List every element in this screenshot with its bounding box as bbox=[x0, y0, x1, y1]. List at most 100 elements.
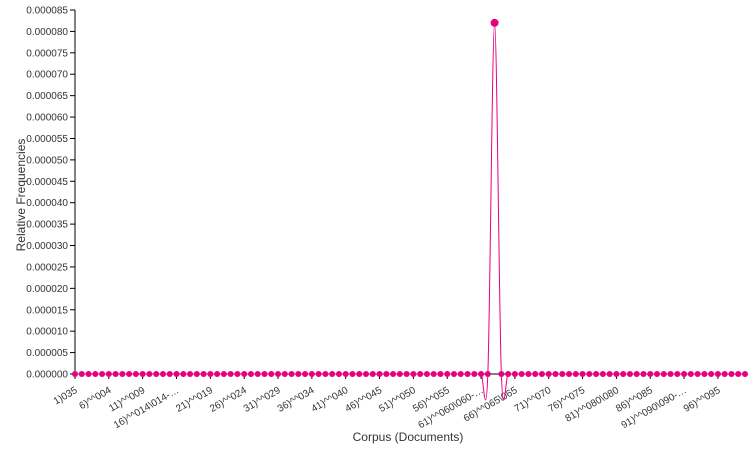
data-point[interactable] bbox=[349, 371, 356, 377]
data-point[interactable] bbox=[187, 371, 194, 377]
peak-data-point[interactable] bbox=[490, 18, 499, 27]
data-point[interactable] bbox=[464, 371, 471, 377]
data-point[interactable] bbox=[660, 371, 667, 377]
data-point[interactable] bbox=[708, 371, 715, 377]
data-point[interactable] bbox=[342, 371, 349, 377]
data-point[interactable] bbox=[166, 371, 173, 377]
data-point[interactable] bbox=[498, 371, 505, 377]
data-point[interactable] bbox=[505, 371, 512, 377]
data-point[interactable] bbox=[180, 371, 187, 377]
data-point[interactable] bbox=[214, 371, 221, 377]
data-point[interactable] bbox=[620, 371, 627, 377]
data-point[interactable] bbox=[579, 371, 586, 377]
data-point[interactable] bbox=[126, 371, 133, 377]
data-point[interactable] bbox=[261, 371, 268, 377]
data-point[interactable] bbox=[356, 371, 363, 377]
data-point[interactable] bbox=[281, 371, 288, 377]
data-point[interactable] bbox=[99, 371, 106, 377]
data-point[interactable] bbox=[572, 371, 579, 377]
data-point[interactable] bbox=[714, 371, 721, 377]
data-point[interactable] bbox=[288, 371, 295, 377]
data-point[interactable] bbox=[667, 371, 674, 377]
data-point[interactable] bbox=[173, 371, 180, 377]
data-point[interactable] bbox=[78, 371, 85, 377]
data-point[interactable] bbox=[640, 371, 647, 377]
data-point[interactable] bbox=[335, 371, 342, 377]
data-point[interactable] bbox=[227, 371, 234, 377]
data-point[interactable] bbox=[85, 371, 92, 377]
data-point[interactable] bbox=[599, 371, 606, 377]
data-point[interactable] bbox=[200, 371, 207, 377]
data-point[interactable] bbox=[302, 371, 309, 377]
data-point[interactable] bbox=[484, 371, 491, 377]
data-point[interactable] bbox=[742, 371, 748, 377]
data-point[interactable] bbox=[606, 371, 613, 377]
data-point[interactable] bbox=[146, 371, 153, 377]
data-point[interactable] bbox=[613, 371, 620, 377]
data-point[interactable] bbox=[207, 371, 214, 377]
data-point[interactable] bbox=[674, 371, 681, 377]
data-point[interactable] bbox=[450, 371, 457, 377]
data-point[interactable] bbox=[586, 371, 593, 377]
data-point[interactable] bbox=[241, 371, 248, 377]
data-point[interactable] bbox=[275, 371, 282, 377]
data-point[interactable] bbox=[511, 371, 518, 377]
data-point[interactable] bbox=[254, 371, 261, 377]
data-point[interactable] bbox=[396, 371, 403, 377]
data-point[interactable] bbox=[268, 371, 275, 377]
data-point[interactable] bbox=[721, 371, 728, 377]
data-point[interactable] bbox=[444, 371, 451, 377]
data-point[interactable] bbox=[193, 371, 200, 377]
data-point[interactable] bbox=[532, 371, 539, 377]
data-point[interactable] bbox=[593, 371, 600, 377]
data-point[interactable] bbox=[647, 371, 654, 377]
data-point[interactable] bbox=[701, 371, 708, 377]
data-point[interactable] bbox=[376, 371, 383, 377]
data-point[interactable] bbox=[552, 371, 559, 377]
data-point[interactable] bbox=[430, 371, 437, 377]
data-point[interactable] bbox=[112, 371, 119, 377]
data-point[interactable] bbox=[687, 371, 694, 377]
data-point[interactable] bbox=[525, 371, 532, 377]
data-point[interactable] bbox=[72, 371, 78, 377]
data-point[interactable] bbox=[159, 371, 166, 377]
data-point[interactable] bbox=[654, 371, 661, 377]
data-point[interactable] bbox=[423, 371, 430, 377]
data-point[interactable] bbox=[315, 371, 322, 377]
data-point[interactable] bbox=[295, 371, 302, 377]
data-point[interactable] bbox=[417, 371, 424, 377]
data-point[interactable] bbox=[132, 371, 139, 377]
data-point[interactable] bbox=[322, 371, 329, 377]
data-point[interactable] bbox=[735, 371, 742, 377]
data-point[interactable] bbox=[566, 371, 573, 377]
data-point[interactable] bbox=[119, 371, 126, 377]
data-point[interactable] bbox=[308, 371, 315, 377]
data-point[interactable] bbox=[518, 371, 525, 377]
data-point[interactable] bbox=[92, 371, 99, 377]
data-point[interactable] bbox=[457, 371, 464, 377]
data-point[interactable] bbox=[410, 371, 417, 377]
data-point[interactable] bbox=[471, 371, 478, 377]
data-point[interactable] bbox=[626, 371, 633, 377]
data-point[interactable] bbox=[105, 371, 112, 377]
data-point[interactable] bbox=[437, 371, 444, 377]
data-point[interactable] bbox=[220, 371, 227, 377]
data-point[interactable] bbox=[728, 371, 735, 377]
data-point[interactable] bbox=[681, 371, 688, 377]
data-point[interactable] bbox=[234, 371, 241, 377]
data-point[interactable] bbox=[390, 371, 397, 377]
data-point[interactable] bbox=[369, 371, 376, 377]
data-point[interactable] bbox=[478, 371, 485, 377]
data-point[interactable] bbox=[363, 371, 370, 377]
data-point[interactable] bbox=[694, 371, 701, 377]
data-point[interactable] bbox=[538, 371, 545, 377]
data-point[interactable] bbox=[403, 371, 410, 377]
data-point[interactable] bbox=[383, 371, 390, 377]
data-point[interactable] bbox=[329, 371, 336, 377]
data-point[interactable] bbox=[139, 371, 146, 377]
data-point[interactable] bbox=[247, 371, 254, 377]
data-point[interactable] bbox=[153, 371, 160, 377]
data-point[interactable] bbox=[559, 371, 566, 377]
data-point[interactable] bbox=[633, 371, 640, 377]
data-point[interactable] bbox=[545, 371, 552, 377]
